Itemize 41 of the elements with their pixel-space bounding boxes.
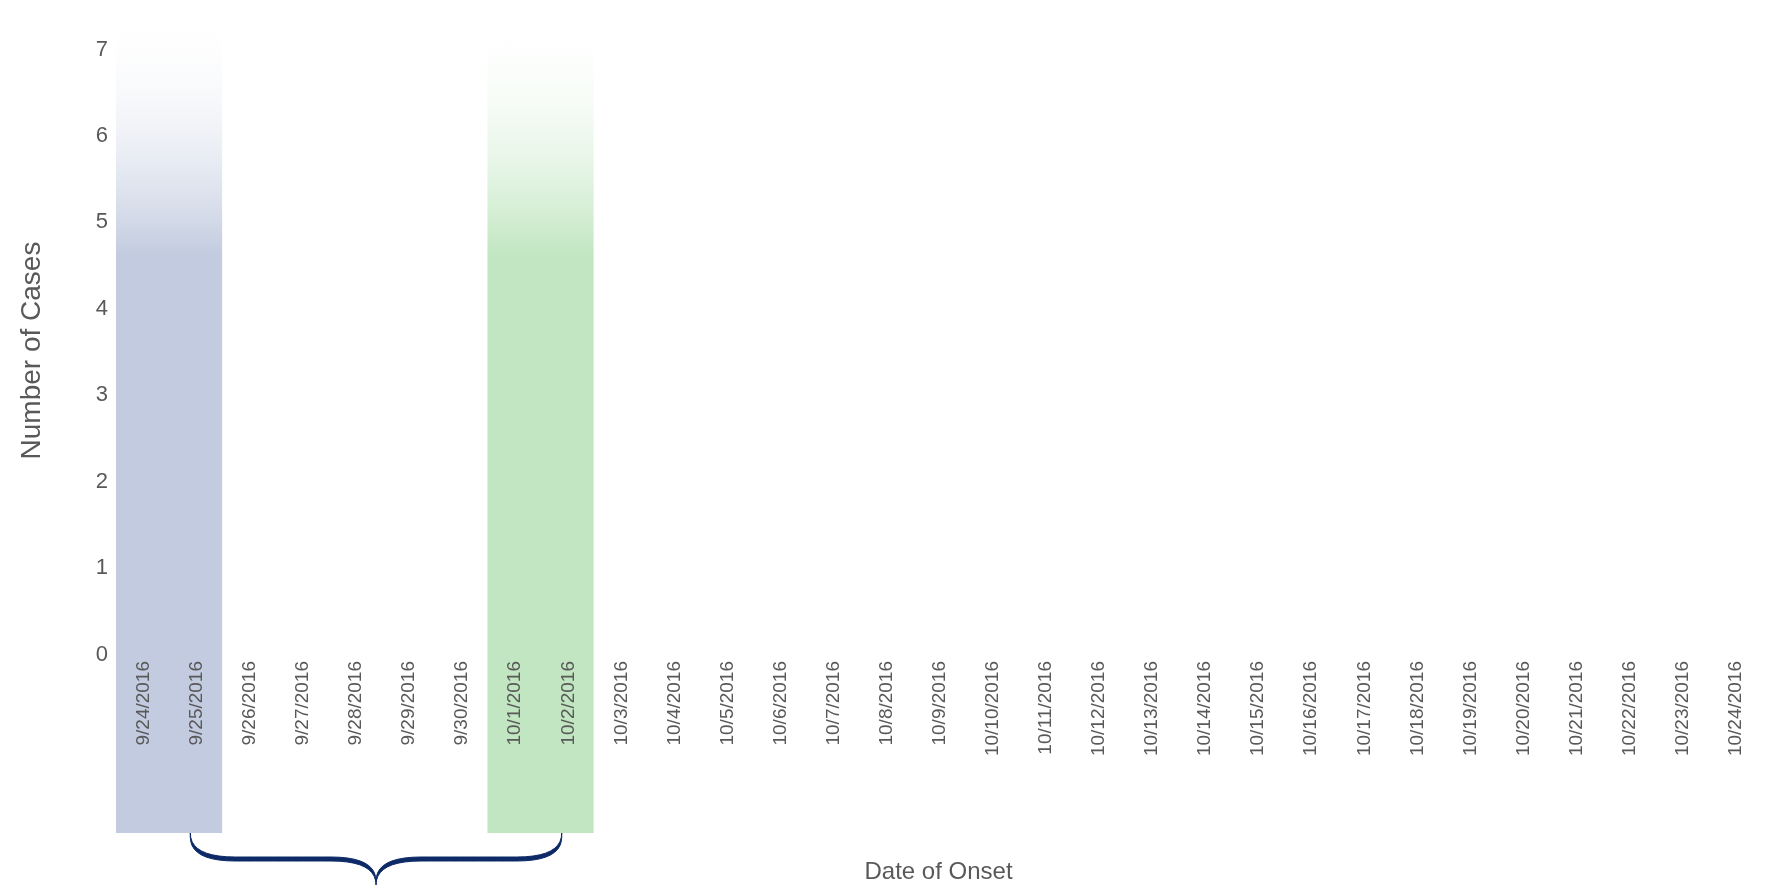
- x-tick-label: 9/29/2016: [397, 661, 419, 746]
- x-tick-label: 10/1/2016: [503, 661, 525, 746]
- y-tick-label: 0: [95, 640, 108, 666]
- x-tick-label: 10/3/2016: [609, 661, 631, 746]
- x-tick-label: 10/9/2016: [928, 661, 949, 746]
- y-tick-label: 1: [95, 554, 108, 580]
- x-tick-label: 10/17/2016: [1352, 661, 1374, 757]
- x-tick-label: 10/4/2016: [662, 661, 684, 746]
- x-tick-label: 10/5/2016: [715, 661, 737, 746]
- x-axis-title: Date of Onset: [864, 856, 1013, 884]
- x-tick-label: 9/30/2016: [450, 661, 472, 746]
- x-tick-label: 10/13/2016: [1140, 661, 1162, 757]
- x-tick-label: 10/22/2016: [1617, 661, 1639, 757]
- y-tick-label: 4: [95, 294, 108, 320]
- x-tick-label: 9/27/2016: [291, 661, 313, 746]
- x-tick-label: 10/14/2016: [1193, 661, 1215, 757]
- x-tick-label: 10/7/2016: [821, 661, 843, 746]
- x-tick-label: 10/15/2016: [1246, 661, 1268, 757]
- x-tick-label: 10/2/2016: [556, 661, 578, 746]
- x-tick-label: 10/23/2016: [1670, 661, 1692, 757]
- x-tick-label: 10/8/2016: [874, 661, 896, 746]
- x-tick-label: 10/11/2016: [1034, 661, 1056, 755]
- x-tick-label: 9/28/2016: [344, 661, 366, 746]
- y-tick-label: 5: [95, 208, 108, 234]
- x-tick-label: 9/24/2016: [132, 661, 154, 746]
- y-axis-title: Number of Cases: [14, 241, 46, 460]
- y-tick-label: 7: [95, 35, 108, 61]
- x-tick-label: 10/18/2016: [1405, 661, 1427, 757]
- x-tick-label: 10/21/2016: [1564, 661, 1586, 757]
- x-tick-label: 10/12/2016: [1087, 661, 1109, 757]
- x-tick-label: 10/10/2016: [981, 661, 1003, 757]
- y-tick-label: 3: [95, 381, 108, 407]
- x-tick-label: 10/20/2016: [1511, 661, 1533, 757]
- x-tick-label: 9/25/2016: [185, 661, 207, 746]
- x-tick-label: 9/26/2016: [238, 661, 260, 746]
- x-tick-label: 10/6/2016: [768, 661, 790, 746]
- x-tick-label: 10/19/2016: [1458, 661, 1480, 757]
- y-tick-label: 6: [95, 121, 108, 147]
- y-tick-label: 2: [95, 467, 108, 493]
- x-tick-label: 10/16/2016: [1299, 661, 1321, 757]
- x-tick-label: 10/24/2016: [1723, 661, 1745, 757]
